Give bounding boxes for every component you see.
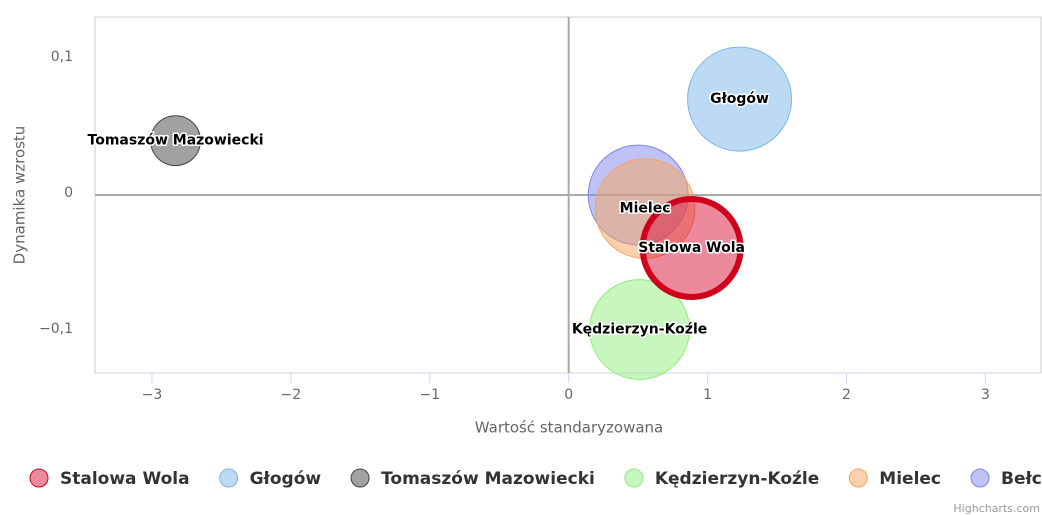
data-label: Stalowa Wola xyxy=(638,240,745,256)
legend-marker xyxy=(219,468,239,488)
legend-marker xyxy=(29,468,49,488)
legend-label: Mielec xyxy=(879,469,941,489)
credits[interactable]: Highcharts.com xyxy=(953,502,1040,515)
x-tick-label: −1 xyxy=(419,387,440,403)
data-label: Głogów xyxy=(710,91,769,107)
data-label: Tomaszów Mazowiecki xyxy=(88,133,264,149)
y-axis-title: Dynamika wzrostu xyxy=(11,126,29,265)
y-tick-label: 0 xyxy=(64,185,73,201)
legend-marker xyxy=(624,468,644,488)
legend-marker xyxy=(848,468,868,488)
x-tick-label: 2 xyxy=(842,387,851,403)
x-tick-label: −2 xyxy=(281,387,302,403)
x-tick-label: 1 xyxy=(703,387,712,403)
legend-marker xyxy=(350,468,370,488)
legend-label: Głogów xyxy=(250,469,322,489)
x-tick-label: 3 xyxy=(981,387,990,403)
legend-marker xyxy=(970,468,990,488)
bubble xyxy=(150,115,202,167)
x-axis-title: Wartość standaryzowana xyxy=(475,419,663,437)
legend-label: Bełchatów xyxy=(1001,469,1042,489)
legend-label: Tomaszów Mazowiecki xyxy=(381,469,595,489)
legend-label: Stalowa Wola xyxy=(60,469,190,489)
data-label: Kędzierzyn-Koźle xyxy=(572,322,707,338)
y-tick-label: −0,1 xyxy=(39,321,73,337)
y-tick-label: 0,1 xyxy=(51,49,73,65)
bubble xyxy=(687,46,793,152)
bubble xyxy=(639,195,744,300)
x-tick-label: 0 xyxy=(564,387,573,403)
x-tick-label: −3 xyxy=(142,387,163,403)
data-label: Mielec xyxy=(620,201,671,217)
legend-label: Kędzierzyn-Koźle xyxy=(655,469,819,489)
bubble xyxy=(589,279,690,380)
